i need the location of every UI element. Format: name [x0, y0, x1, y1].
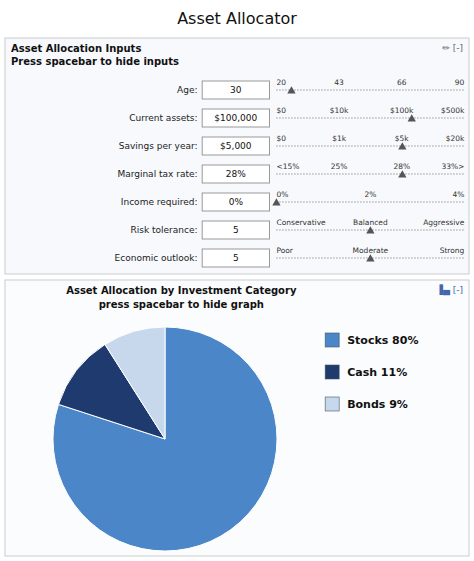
inputs-panel: Asset Allocation Inputs Press spacebar to… [5, 38, 469, 274]
value-text: 5 [233, 253, 239, 263]
slider-tick-label: 66 [397, 78, 407, 87]
slider-track [276, 146, 464, 147]
chart-title: Asset Allocation by Investment Category p… [66, 285, 297, 310]
slider-tick-label: 25% [331, 162, 348, 171]
input-row: Economic outlook: 5 Poor Moderate Strong [115, 246, 465, 267]
slider-tick-label: 2% [364, 190, 376, 199]
chart-title-line: press spacebar to hide graph [99, 299, 264, 310]
slider-tick-label: Strong [440, 246, 465, 255]
slider-tick-label: $1k [332, 134, 347, 143]
slider-tick-label: 4% [452, 190, 464, 199]
slider-tick-label: $10k [330, 106, 349, 115]
slider-tick-label: Aggressive [423, 218, 465, 227]
value-box [202, 137, 269, 155]
pie-slice [105, 327, 165, 439]
slider-marker [398, 170, 406, 177]
slider-tick-label: $5k [395, 134, 410, 143]
slider-tick-label: 33%> [441, 162, 464, 171]
legend-label: Stocks 80% [347, 334, 418, 347]
slider-tick-label: $0 [276, 134, 286, 143]
input-row: Current assets: $100,000 $0 $10k $100k $500k [129, 106, 465, 127]
pie [53, 327, 277, 551]
slider-track [276, 174, 464, 175]
input-row: Marginal tax rate: 28% <15% 25% 28% 33%> [117, 162, 464, 183]
input-label: Current assets: [129, 113, 197, 123]
slider-tick-label: <15% [276, 162, 299, 171]
value-box [202, 221, 269, 239]
legend-swatch [325, 397, 339, 411]
slider-tick-label: $20k [446, 134, 465, 143]
legend: Stocks 80% Cash 11% Bonds 9% [325, 333, 418, 411]
slider-tick-label: $500k [441, 106, 465, 115]
value-text: $5,000 [220, 141, 252, 151]
value-box [202, 193, 269, 211]
slider-track [276, 202, 464, 203]
input-row: Income required: 0% 0% 2% 4% [121, 190, 465, 211]
slider-marker [398, 142, 406, 149]
slider-tick-label: $0 [276, 106, 286, 115]
slider-tick-label: Poor [276, 246, 293, 255]
value-text: 0% [229, 197, 244, 207]
inputs-frame [5, 38, 469, 274]
chart-title-line: Asset Allocation by Investment Category [66, 285, 297, 296]
slider-tick-label: 90 [455, 78, 465, 87]
input-label: Age: [177, 85, 197, 95]
value-box [202, 109, 269, 127]
input-label: Economic outlook: [115, 253, 198, 263]
slider-marker [366, 226, 374, 233]
page-title: Asset Allocator [177, 9, 297, 28]
page: Asset Allocator Asset Allocation Inputs Pr… [0, 0, 474, 561]
slider-tick-label: Conservative [276, 218, 326, 227]
value-text: 28% [226, 169, 246, 179]
input-row: Savings per year: $5,000 $0 $1k $5k $20k [119, 134, 465, 155]
value-box [202, 249, 269, 267]
value-box [202, 165, 269, 183]
chart-icon: ▐▄ [-] [436, 284, 463, 296]
slider-tick-label: 20 [276, 78, 286, 87]
slider-marker [287, 86, 295, 93]
inputs-title: Press spacebar to hide inputs [11, 56, 179, 67]
input-label: Savings per year: [119, 141, 198, 151]
legend-label: Cash 11% [347, 366, 407, 379]
value-text: $100,000 [214, 113, 257, 123]
inputs-icon: ✏ [-] [442, 43, 463, 53]
value-box [202, 81, 269, 99]
value-text: 5 [233, 225, 239, 235]
slider-tick-label: 28% [393, 162, 410, 171]
input-label: Marginal tax rate: [117, 169, 197, 179]
slider-track [276, 118, 464, 119]
slider-tick-label: Moderate [353, 246, 389, 255]
legend-swatch [325, 333, 339, 347]
slider-marker [272, 198, 280, 205]
legend-label: Bonds 9% [347, 398, 408, 411]
slider-marker [366, 254, 374, 261]
input-row: Age: 30 20 43 66 90 [177, 78, 464, 99]
legend-swatch [325, 365, 339, 379]
chart-panel: Asset Allocation by Investment Category p… [5, 280, 469, 556]
input-row: Risk tolerance: 5 Conservative Balanced Aggr… [131, 218, 465, 239]
pie-slice [53, 327, 277, 551]
input-label: Income required: [121, 197, 198, 207]
slider-tick-label: 0% [276, 190, 288, 199]
slider-tick-label: $100k [390, 106, 414, 115]
slider-track [276, 90, 464, 91]
slider-tick-label: Balanced [353, 218, 388, 227]
slider-tick-label: 43 [334, 78, 344, 87]
slider-marker [408, 114, 416, 121]
input-label: Risk tolerance: [131, 225, 198, 235]
inputs-title: Asset Allocation Inputs [11, 43, 141, 54]
chart-frame [5, 280, 469, 556]
value-text: 30 [230, 85, 242, 95]
